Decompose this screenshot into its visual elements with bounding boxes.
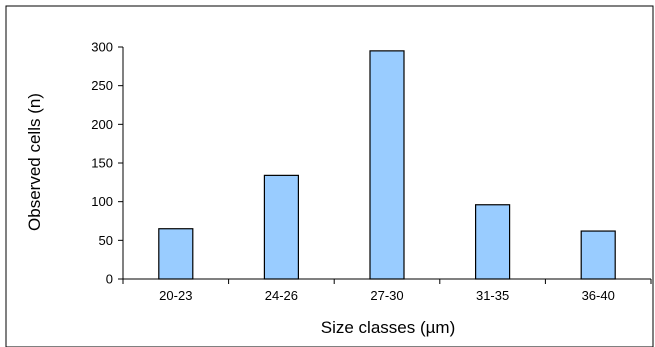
chart-frame	[5, 5, 654, 347]
y-tick-label: 300	[91, 40, 113, 55]
y-tick-label: 0	[106, 272, 113, 287]
bar-36-40	[580, 230, 616, 280]
x-tick-label: 27-30	[370, 288, 403, 303]
y-tick-label: 200	[91, 117, 113, 132]
y-tick-label: 250	[91, 78, 113, 93]
plot-area: 0 50 100 150 200 250 300 20-23 24-26 27-30 31-35 36…	[91, 40, 652, 303]
x-tick-label: 24-26	[265, 288, 298, 303]
y-tick-label: 100	[91, 194, 113, 209]
x-axis-title: Size classes (µm)	[321, 318, 455, 337]
y-tick-label: 50	[99, 233, 113, 248]
y-axis-title: Observed cells (n)	[25, 93, 44, 231]
x-tick-label: 36-40	[582, 288, 615, 303]
bar-31-35	[475, 204, 511, 280]
bar-24-26	[263, 174, 299, 280]
y-tick-label: 150	[91, 156, 113, 171]
bar-20-23	[158, 228, 194, 280]
x-tick-label: 31-35	[476, 288, 509, 303]
x-tick-label: 20-23	[159, 288, 192, 303]
bar-27-30	[369, 50, 405, 280]
